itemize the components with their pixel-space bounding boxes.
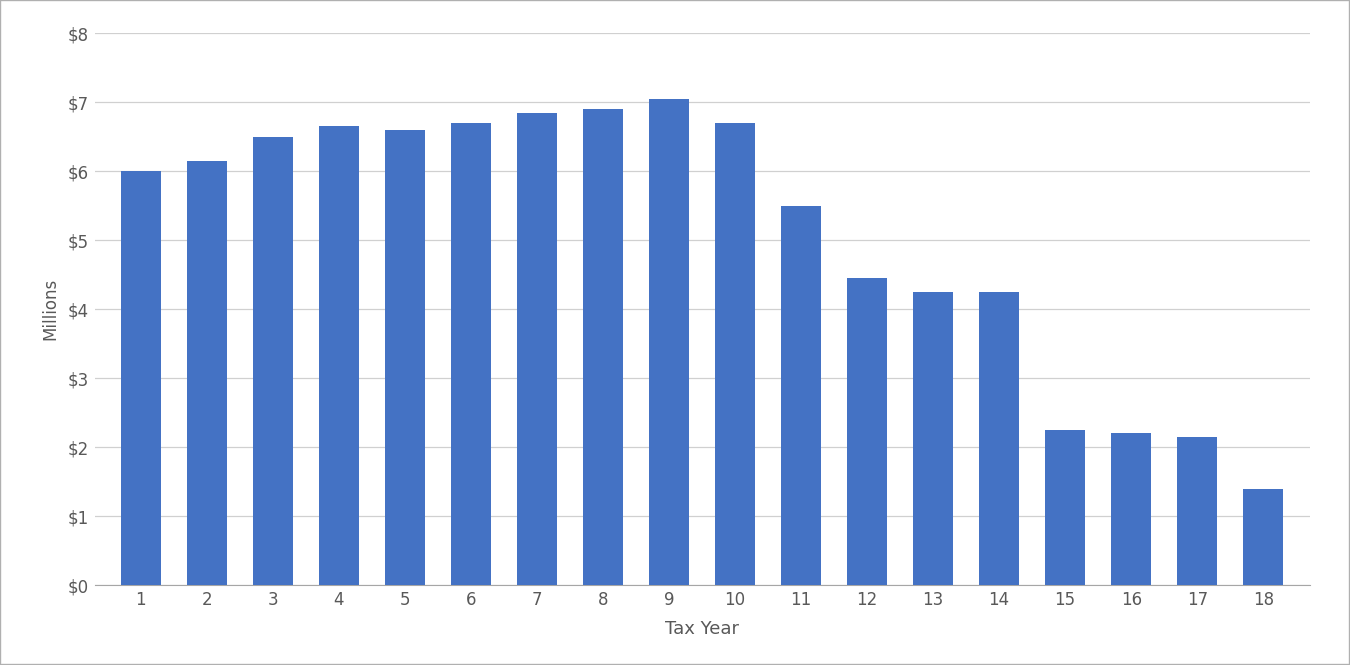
Bar: [186, 161, 227, 585]
Bar: [914, 292, 953, 585]
Bar: [122, 171, 161, 585]
Bar: [1045, 430, 1085, 585]
Bar: [716, 123, 755, 585]
Bar: [319, 126, 359, 585]
Bar: [385, 130, 425, 585]
Bar: [451, 123, 490, 585]
Bar: [1243, 489, 1282, 585]
Bar: [1177, 437, 1218, 585]
X-axis label: Tax Year: Tax Year: [666, 620, 738, 638]
Bar: [649, 99, 688, 585]
Bar: [252, 137, 293, 585]
Bar: [979, 292, 1019, 585]
Bar: [782, 205, 821, 585]
Bar: [517, 112, 556, 585]
Y-axis label: Millions: Millions: [42, 278, 59, 340]
Bar: [1111, 434, 1152, 585]
Bar: [848, 278, 887, 585]
Bar: [583, 109, 622, 585]
